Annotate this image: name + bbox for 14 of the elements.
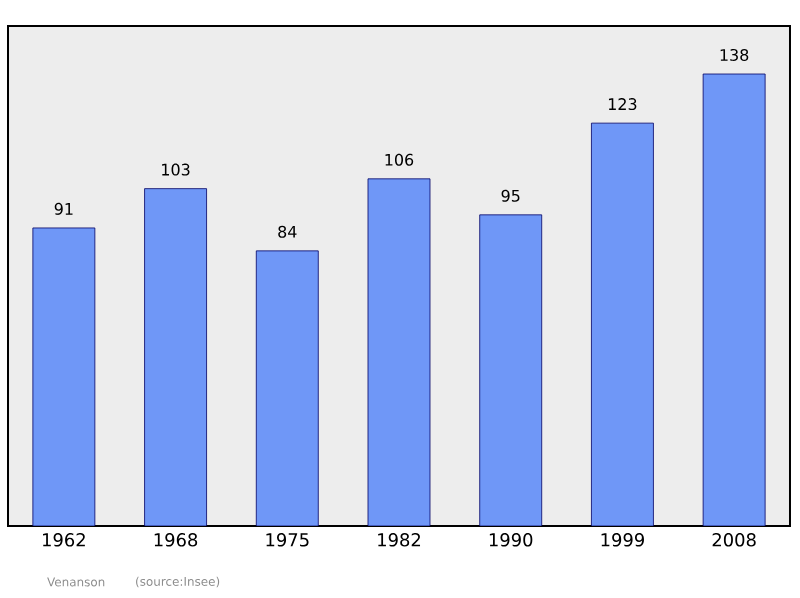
bar — [591, 122, 654, 526]
x-tick-label: 1975 — [266, 533, 309, 547]
bar — [144, 188, 207, 526]
bar — [479, 214, 543, 526]
x-tick-label: 2008 — [712, 533, 756, 547]
x-tick-label: 1999 — [601, 533, 644, 547]
bar — [367, 178, 431, 526]
bar — [702, 73, 766, 526]
bar — [255, 250, 319, 526]
x-tick-label: 1990 — [489, 533, 533, 547]
x-tick-label: 1982 — [378, 533, 421, 547]
x-tick-label: 1968 — [154, 533, 198, 547]
x-tick-label: 1962 — [43, 533, 85, 547]
bar — [32, 227, 96, 526]
